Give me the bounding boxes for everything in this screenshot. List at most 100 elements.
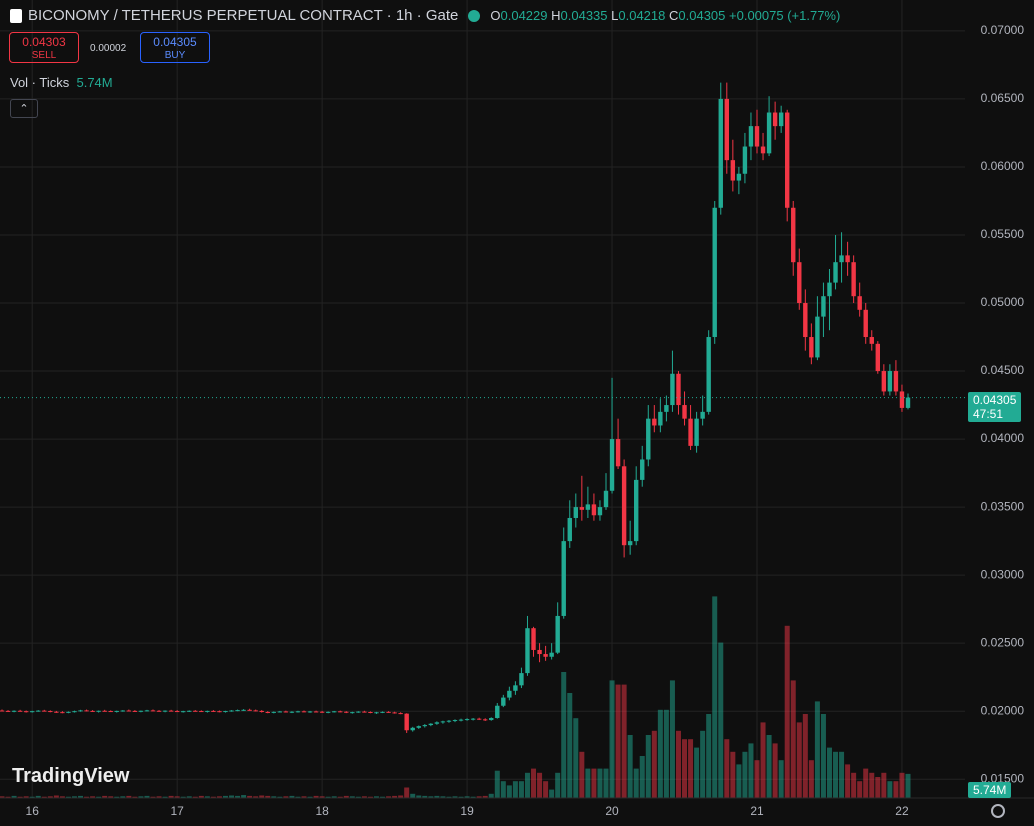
volume-bar	[718, 642, 724, 798]
header: BICONOMY / TETHERUS PERPETUAL CONTRACT ·…	[10, 7, 840, 24]
candle-body	[289, 711, 295, 713]
candle-body	[766, 112, 772, 154]
ohlc: O0.04229 H0.04335 L0.04218 C0.04305 +0.0…	[490, 8, 840, 23]
candle-body	[785, 112, 790, 208]
volume-bar	[271, 796, 277, 798]
volume-bar	[114, 796, 120, 798]
volume-bar	[59, 796, 65, 798]
candle-body	[380, 711, 385, 713]
title[interactable]: BICONOMY / TETHERUS PERPETUAL CONTRACT ·…	[28, 7, 459, 24]
candle-body	[646, 418, 651, 460]
candle-body	[718, 98, 723, 208]
volume-bar	[784, 625, 790, 798]
volume-bar	[663, 709, 669, 798]
sell-price: 0.04303	[22, 35, 66, 49]
volume-bar	[543, 781, 549, 798]
candle-body	[235, 710, 240, 712]
volume-bar	[863, 768, 869, 798]
candle-body	[96, 710, 101, 712]
volume-bar	[754, 760, 760, 798]
volume-bar	[512, 781, 518, 798]
buy-label: BUY	[164, 50, 186, 61]
candle-body	[223, 711, 228, 713]
candle-body	[259, 710, 264, 713]
volume-bar	[265, 795, 271, 798]
volume-value: 5.74M	[76, 75, 113, 90]
candle-body	[410, 727, 415, 731]
volume-bar	[621, 684, 627, 798]
candle-body	[778, 112, 784, 127]
volume-bar	[138, 796, 144, 798]
volume-bar	[331, 796, 337, 798]
volume-bar	[47, 796, 53, 798]
candle-body	[392, 712, 397, 714]
volume-bar	[464, 796, 470, 798]
candle-body	[181, 711, 186, 713]
volume-bar	[84, 796, 90, 798]
candle-body	[416, 726, 421, 728]
candle-body	[332, 711, 337, 713]
candle-body	[338, 711, 343, 713]
volume-bar	[319, 796, 325, 798]
candle-body	[688, 418, 693, 446]
volume-bar	[657, 709, 663, 798]
buy-button[interactable]: 0.04305 BUY	[140, 32, 210, 63]
collapse-button[interactable]: ⌃	[10, 99, 38, 118]
candle-body	[809, 337, 814, 358]
volume-bar	[857, 781, 863, 798]
candle-body	[742, 146, 748, 174]
candle-body	[404, 713, 409, 731]
volume-bar	[591, 768, 597, 798]
candle-body	[591, 504, 597, 516]
candle-body	[476, 718, 482, 720]
sell-button[interactable]: 0.04303 SELL	[9, 32, 79, 63]
candle-body	[440, 721, 446, 723]
volume-bar	[555, 772, 561, 798]
status-dot	[468, 9, 481, 22]
candle-body	[664, 405, 669, 412]
candle-body	[217, 711, 222, 713]
volume-bar	[392, 795, 398, 798]
candle-body	[54, 711, 59, 713]
volume-bar	[603, 768, 609, 798]
candle-body	[174, 711, 180, 713]
candle-body	[869, 337, 874, 344]
candle-body	[652, 418, 657, 426]
candle-body	[519, 673, 524, 686]
volume-bar	[712, 596, 718, 798]
symbol-icon[interactable]	[10, 8, 22, 23]
volume-bar	[778, 760, 784, 798]
settings-button[interactable]	[991, 804, 1005, 818]
volume-bar	[313, 795, 319, 798]
candle-body	[760, 146, 766, 154]
low-label: L	[611, 8, 619, 23]
volume-bar	[198, 795, 204, 798]
volume-bar	[71, 796, 77, 798]
volume-bar	[126, 795, 132, 798]
x-tick-label: 22	[895, 804, 909, 818]
candle-body	[398, 713, 403, 715]
candle-body	[736, 173, 742, 181]
volume-bar	[277, 796, 283, 798]
candle-body	[881, 371, 887, 392]
candle-body	[543, 654, 548, 657]
volume-bar	[651, 730, 657, 798]
open: 0.04229	[500, 8, 548, 23]
volume-bar	[361, 796, 367, 798]
volume-bar	[210, 796, 216, 798]
y-tick-label: 0.03500	[981, 499, 1025, 513]
volume-bar	[301, 796, 307, 798]
candle-body	[84, 710, 89, 712]
volume-bar	[688, 739, 694, 798]
candle-body	[452, 720, 458, 722]
candle-body	[893, 371, 899, 392]
x-tick-label: 16	[26, 804, 40, 818]
candle-body	[446, 720, 452, 722]
countdown: 47:51	[973, 407, 1004, 421]
volume-bar	[253, 796, 259, 798]
change: +0.00075 (+1.77%)	[729, 8, 841, 23]
volume-bar	[760, 722, 766, 798]
volume-bar	[0, 796, 5, 798]
volume-bar	[337, 796, 343, 798]
candle-body	[621, 466, 627, 546]
